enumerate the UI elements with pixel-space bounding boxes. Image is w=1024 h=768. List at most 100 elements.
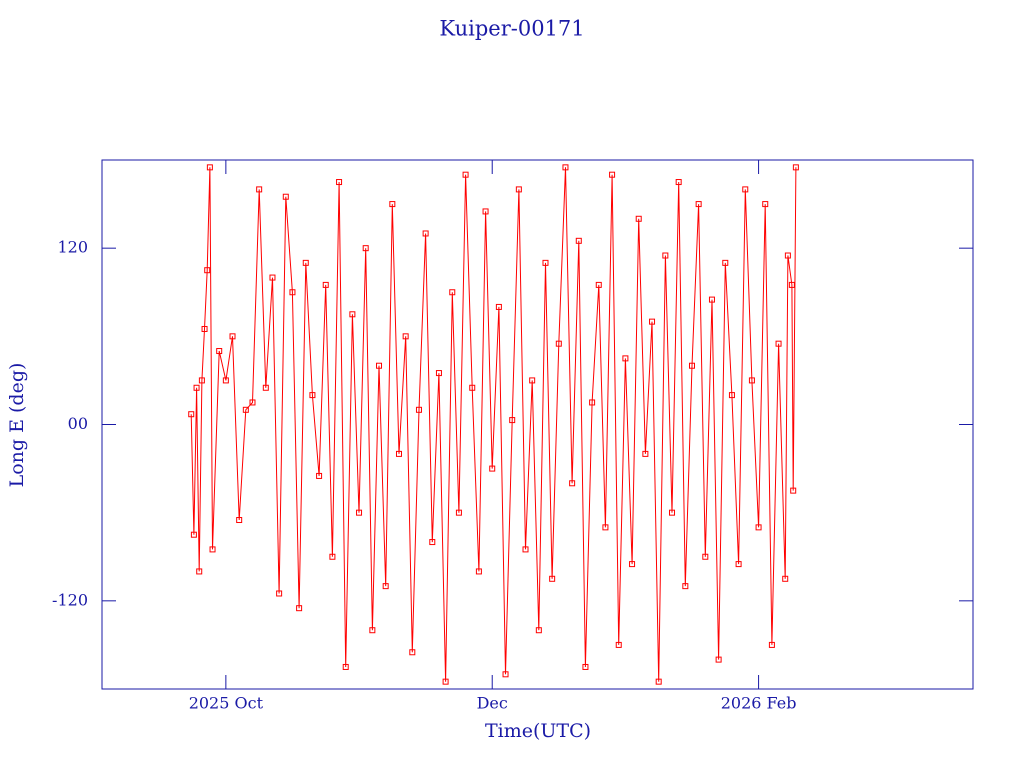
data-marker bbox=[589, 399, 596, 406]
data-marker bbox=[495, 303, 502, 310]
chart-title: Kuiper-00171 bbox=[439, 17, 584, 41]
y-tick-label: -120 bbox=[52, 590, 88, 609]
data-marker bbox=[582, 663, 589, 670]
data-marker bbox=[635, 215, 642, 222]
data-marker bbox=[209, 546, 216, 553]
data-marker bbox=[788, 281, 795, 288]
data-marker bbox=[602, 524, 609, 531]
data-marker bbox=[216, 348, 223, 355]
data-marker bbox=[555, 340, 562, 347]
data-marker bbox=[415, 406, 422, 413]
data-marker bbox=[316, 472, 323, 479]
data-marker bbox=[755, 524, 762, 531]
data-marker bbox=[735, 561, 742, 568]
data-marker bbox=[502, 671, 509, 678]
data-marker bbox=[768, 641, 775, 648]
data-marker bbox=[562, 164, 569, 171]
data-marker bbox=[569, 480, 576, 487]
data-marker bbox=[349, 311, 356, 318]
data-marker bbox=[455, 509, 462, 516]
data-marker bbox=[193, 384, 200, 391]
data-marker bbox=[669, 509, 676, 516]
data-marker bbox=[708, 296, 715, 303]
data-marker bbox=[342, 663, 349, 670]
data-marker bbox=[296, 605, 303, 612]
data-marker bbox=[269, 274, 276, 281]
data-marker bbox=[748, 377, 755, 384]
data-marker bbox=[409, 649, 416, 656]
data-marker bbox=[449, 289, 456, 296]
data-marker bbox=[229, 333, 236, 340]
x-tick-label: 2026 Feb bbox=[721, 694, 797, 713]
data-marker bbox=[662, 252, 669, 259]
data-line bbox=[190, 167, 797, 682]
data-marker bbox=[309, 392, 316, 399]
data-marker bbox=[469, 384, 476, 391]
data-marker bbox=[190, 531, 197, 538]
data-marker bbox=[329, 553, 336, 560]
data-marker bbox=[322, 281, 329, 288]
data-marker bbox=[775, 340, 782, 347]
data-marker bbox=[336, 179, 343, 186]
data-marker bbox=[792, 164, 799, 171]
data-marker bbox=[629, 561, 636, 568]
data-marker bbox=[382, 583, 389, 590]
data-marker bbox=[402, 333, 409, 340]
data-marker bbox=[575, 237, 582, 244]
data-marker bbox=[422, 230, 429, 237]
data-marker bbox=[482, 208, 489, 215]
data-marker bbox=[622, 355, 629, 362]
data-marker bbox=[188, 411, 195, 418]
data-marker bbox=[475, 568, 482, 575]
x-axis-title: Time(UTC) bbox=[485, 720, 591, 742]
data-marker bbox=[395, 450, 402, 457]
data-marker bbox=[489, 465, 496, 472]
data-marker bbox=[715, 656, 722, 663]
data-marker bbox=[728, 392, 735, 399]
data-marker bbox=[204, 267, 211, 274]
data-marker bbox=[722, 259, 729, 266]
data-marker bbox=[442, 678, 449, 685]
data-marker bbox=[242, 406, 249, 413]
data-marker bbox=[236, 517, 243, 524]
data-marker bbox=[549, 575, 556, 582]
data-marker bbox=[276, 590, 283, 597]
data-marker bbox=[376, 362, 383, 369]
data-marker bbox=[435, 370, 442, 377]
y-tick-label: 120 bbox=[57, 238, 88, 257]
data-marker bbox=[369, 627, 376, 634]
data-marker bbox=[702, 553, 709, 560]
data-marker bbox=[201, 325, 208, 332]
data-marker bbox=[649, 318, 656, 325]
data-marker bbox=[206, 164, 213, 171]
data-marker bbox=[609, 171, 616, 178]
data-marker bbox=[222, 377, 229, 384]
y-tick-label: 00 bbox=[68, 414, 88, 433]
data-marker bbox=[655, 678, 662, 685]
data-marker bbox=[595, 281, 602, 288]
data-marker bbox=[282, 193, 289, 200]
data-marker bbox=[615, 641, 622, 648]
data-marker bbox=[249, 399, 256, 406]
data-marker bbox=[790, 487, 797, 494]
data-marker bbox=[356, 509, 363, 516]
data-marker bbox=[256, 186, 263, 193]
data-marker bbox=[529, 377, 536, 384]
data-marker bbox=[462, 171, 469, 178]
x-tick-label: Dec bbox=[477, 694, 508, 713]
data-marker bbox=[762, 201, 769, 208]
data-marker bbox=[682, 583, 689, 590]
data-marker bbox=[784, 252, 791, 259]
data-marker bbox=[429, 539, 436, 546]
data-marker bbox=[742, 186, 749, 193]
data-marker bbox=[535, 627, 542, 634]
data-marker bbox=[522, 546, 529, 553]
data-marker bbox=[695, 201, 702, 208]
plot-frame bbox=[101, 159, 974, 690]
data-marker bbox=[362, 245, 369, 252]
data-marker bbox=[782, 575, 789, 582]
data-marker bbox=[389, 201, 396, 208]
data-marker bbox=[675, 179, 682, 186]
